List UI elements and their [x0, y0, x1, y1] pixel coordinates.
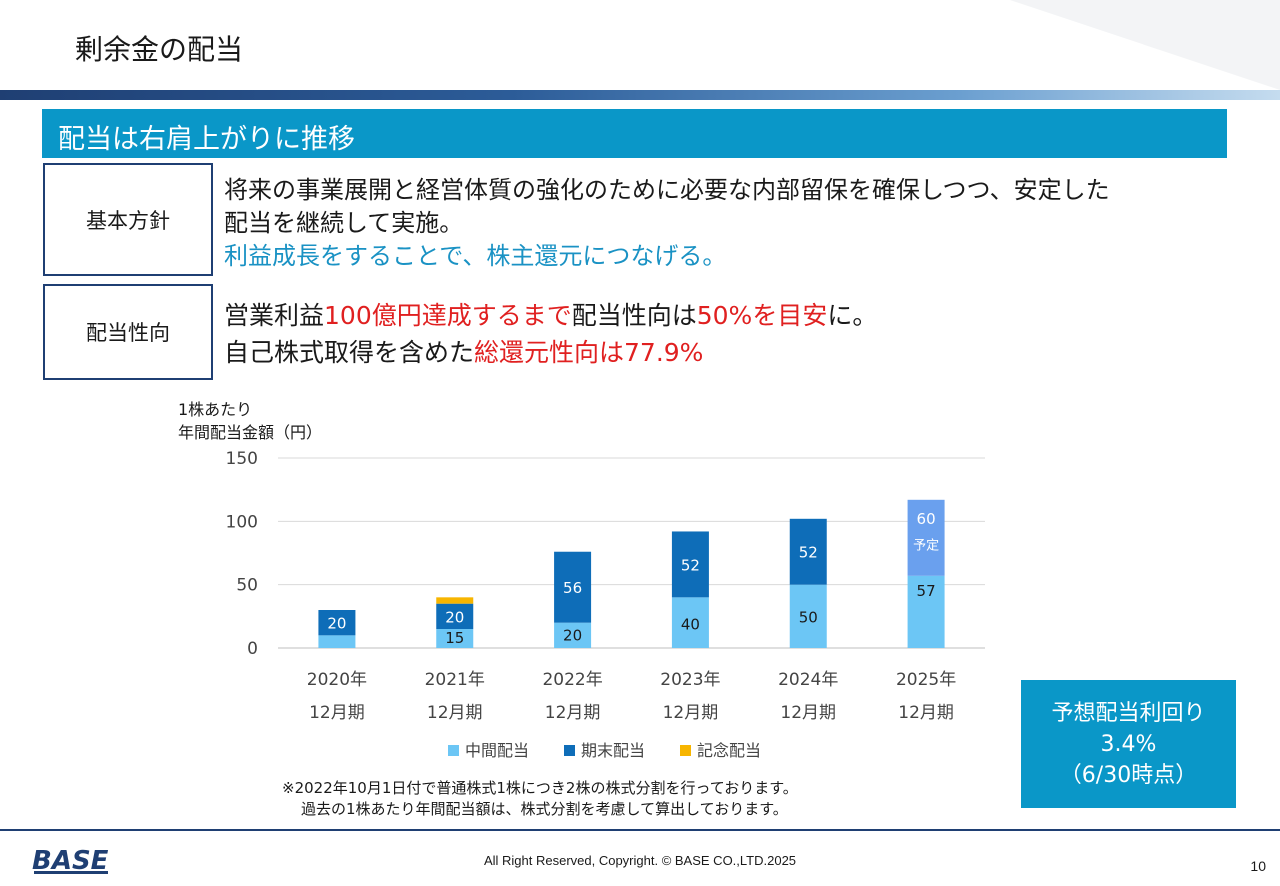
note-line-2: 過去の1株あたり年間配当額は、株式分割を考慮して算出しております。: [301, 800, 788, 818]
year-end-dividend-bar: [318, 610, 356, 636]
legend-swatch: [680, 745, 691, 756]
payout-l1-part-e: に。: [827, 301, 878, 330]
year-end-dividend-bar: [671, 531, 709, 598]
payout-l2-part-a: 自己株式取得を含めた: [224, 338, 475, 367]
x-tick-year: 2022年: [542, 670, 602, 690]
data-label: 20: [563, 627, 582, 645]
policy-line-1: 将来の事業展開と経営体質の強化のために必要な内部留保を確保しつつ、安定した: [224, 176, 1110, 204]
data-label: 15: [445, 629, 464, 647]
payout-label: 配当性向: [86, 321, 170, 345]
headline-text: 配当は右肩上がりに推移: [58, 124, 355, 155]
y-axis-label-line-2: 年間配当金額（円）: [178, 423, 322, 442]
data-label: 57: [917, 582, 936, 600]
copyright: All Right Reserved, Copyright. © BASE CO…: [483, 853, 797, 868]
x-tick-period: 12月期: [545, 703, 601, 723]
footer-rule: [0, 829, 1280, 831]
note-line-1: ※2022年10月1日付で普通株式1株につき2株の株式分割を行っております。: [282, 779, 798, 797]
data-label: 52: [799, 544, 818, 562]
dividend-yield-box: 予想配当利回り 3.4% （6/30時点）: [1021, 680, 1236, 808]
legend-label: 記念配当: [697, 741, 761, 760]
y-tick-label: 100: [226, 512, 258, 532]
interim-dividend-bar: [671, 597, 709, 648]
x-tick-year: 2023年: [660, 670, 720, 690]
y-tick-label: 50: [236, 576, 258, 596]
headline-banner: 配当は右肩上がりに推移: [42, 109, 1227, 158]
header-rule: [0, 90, 1280, 100]
legend-swatch: [448, 745, 459, 756]
policy-line-2: 配当を継続して実施。: [224, 209, 464, 237]
yield-title: 予想配当利回り: [1051, 700, 1206, 726]
interim-dividend-bar: [789, 584, 827, 648]
legend-label: 期末配当: [581, 741, 645, 760]
year-end-dividend-bar: [789, 518, 827, 585]
policy-line-3: 利益成長をすることで、株主還元につなげる。: [224, 242, 727, 270]
x-tick-period: 12月期: [309, 703, 365, 723]
y-tick-label: 0: [247, 639, 258, 659]
x-tick-year: 2021年: [425, 670, 485, 690]
payout-label-box: 配当性向: [43, 284, 213, 380]
commemorative-dividend-bar: [436, 597, 474, 604]
y-tick-label: 150: [226, 449, 258, 469]
payout-text: 営業利益100億円達成するまで配当性向は50%を目安に。 自己株式取得を含めた総…: [224, 297, 877, 371]
payout-l2-part-b: 総還元性向は77.9%: [474, 338, 704, 367]
header-decoration: [1010, 0, 1280, 90]
interim-dividend-bar: [554, 622, 592, 648]
base-logo: BASE: [32, 846, 109, 875]
x-tick-period: 12月期: [898, 703, 954, 723]
policy-label-box: 基本方針: [43, 163, 213, 276]
interim-dividend-bar: [436, 629, 474, 648]
x-tick-period: 12月期: [663, 703, 719, 723]
data-label: 50: [799, 609, 818, 627]
policy-label: 基本方針: [86, 208, 170, 233]
page-number: 10: [1250, 858, 1266, 874]
payout-l1-part-c: 配当性向は: [571, 301, 697, 330]
payout-l1-part-a: 営業利益: [224, 301, 325, 330]
x-tick-period: 12月期: [427, 703, 483, 723]
yield-value: 3.4%: [1100, 731, 1157, 757]
interim-dividend-bar: [907, 575, 945, 648]
data-label: 20: [327, 615, 346, 633]
interim-dividend-bar: [318, 635, 356, 648]
data-label: 56: [563, 579, 582, 597]
year-end-dividend-bar: [436, 603, 474, 629]
x-tick-year: 2024年: [778, 670, 838, 690]
year-end-dividend-bar: [907, 499, 945, 576]
data-label: 60: [917, 510, 936, 528]
data-label: 20: [445, 608, 464, 626]
data-label: 40: [681, 615, 700, 633]
yield-date: （6/30時点）: [1059, 762, 1198, 788]
year-end-dividend-bar: [554, 551, 592, 623]
data-label: 52: [681, 556, 700, 574]
payout-line-1: 営業利益100億円達成するまで配当性向は50%を目安に。: [224, 297, 877, 334]
svg-text:BASE: BASE: [32, 846, 109, 875]
legend-swatch: [564, 745, 575, 756]
policy-text: 将来の事業展開と経営体質の強化のために必要な内部留保を確保しつつ、安定した 配当…: [224, 174, 1110, 273]
x-tick-year: 2025年: [896, 670, 956, 690]
payout-l1-part-b: 100億円達成するまで: [324, 301, 572, 330]
legend-label: 中間配当: [465, 741, 529, 760]
stock-split-note: ※2022年10月1日付で普通株式1株につき2株の株式分割を行っております。 過…: [282, 778, 798, 820]
planned-note: 予定: [913, 538, 939, 553]
x-tick-year: 2020年: [307, 670, 367, 690]
page-title: 剰余金の配当: [75, 33, 244, 66]
payout-line-2: 自己株式取得を含めた総還元性向は77.9%: [224, 334, 877, 371]
payout-l1-part-d: 50%を目安: [696, 301, 828, 330]
y-axis-label-line-1: 1株あたり: [178, 400, 252, 419]
x-tick-period: 12月期: [780, 703, 836, 723]
